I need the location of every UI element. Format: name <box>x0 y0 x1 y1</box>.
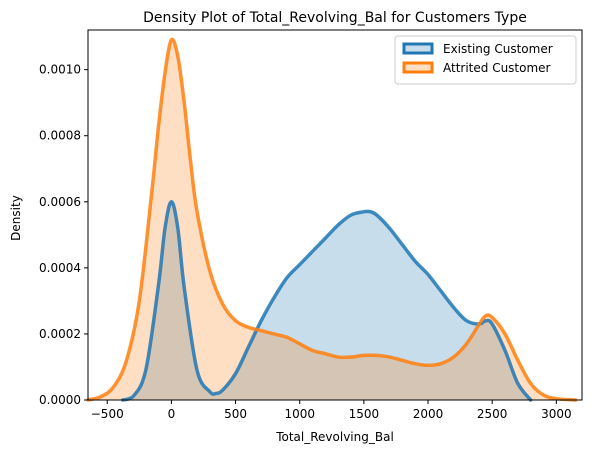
y-tick-label: 0.0002 <box>39 327 81 341</box>
y-tick-label: 0.0000 <box>39 393 81 407</box>
y-axis-label: Density <box>9 195 23 241</box>
x-tick-label: 500 <box>224 407 247 421</box>
x-axis: −500 0 500 1000 1500 2000 2500 3000 <box>91 400 572 421</box>
x-tick-label: 1000 <box>284 407 315 421</box>
series-area-attrited-customer <box>88 39 576 401</box>
y-tick-label: 0.0008 <box>39 129 81 143</box>
y-tick-label: 0.0004 <box>39 261 81 275</box>
x-tick-label: 2000 <box>413 407 444 421</box>
chart-title: Density Plot of Total_Revolving_Bal for … <box>143 10 527 26</box>
x-tick-label: 3000 <box>541 407 572 421</box>
plot-frame <box>87 29 583 401</box>
x-axis-label: Total_Revolving_Bal <box>275 430 394 444</box>
series-area-existing-customer <box>122 201 531 400</box>
x-tick-label: 2500 <box>477 407 508 421</box>
density-fills <box>88 39 576 401</box>
legend-box <box>394 35 577 85</box>
x-tick-label: 1500 <box>349 407 380 421</box>
series-line-existing-customer <box>120 200 533 402</box>
legend: Existing Customer Attrited Customer <box>394 35 577 85</box>
x-tick-label: 0 <box>168 407 176 421</box>
legend-label-existing-customer: Existing Customer <box>443 42 553 56</box>
x-tick-label: −500 <box>91 407 124 421</box>
y-tick-label: 0.0006 <box>39 195 81 209</box>
legend-swatch-existing-customer <box>402 42 434 55</box>
density-lines <box>86 37 578 402</box>
series-line-attrited-customer <box>86 37 578 402</box>
legend-label-attrited-customer: Attrited Customer <box>443 61 551 75</box>
legend-swatch-attrited-customer <box>402 61 434 74</box>
y-axis: 0.0000 0.0002 0.0004 0.0006 0.0008 0.0010 <box>39 63 88 407</box>
y-tick-label: 0.0010 <box>39 63 81 77</box>
